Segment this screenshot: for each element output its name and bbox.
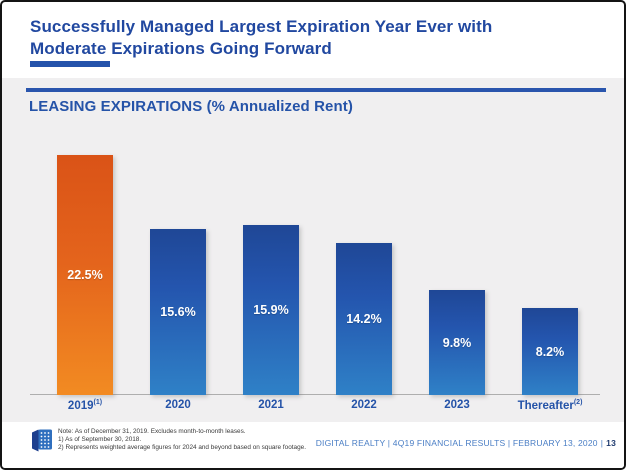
section-title: LEASING EXPIRATIONS (% Annualized Rent) (29, 98, 353, 115)
bar-thereafter: 8.2% (522, 308, 578, 395)
x-axis-label-superscript: (1) (93, 399, 103, 406)
x-axis-line (30, 394, 600, 395)
bar-value-label: 9.8% (442, 335, 472, 350)
digital-realty-logo-icon (32, 429, 53, 457)
page-title-line2: Moderate Expirations Going Forward (30, 39, 332, 58)
branding-text: DIGITAL REALTY | 4Q19 FINANCIAL RESULTS … (315, 438, 598, 448)
bar-value-label: 15.6% (160, 305, 196, 319)
page-title: Successfully Managed Largest Expiration … (30, 16, 590, 60)
x-axis-label-2022: 2022 (351, 399, 377, 411)
bar-value-label: 15.9% (253, 303, 289, 317)
x-axis-label-2019: 2019(1) (67, 399, 103, 412)
bar-value-label: 22.5% (67, 268, 103, 282)
page-title-line1: Successfully Managed Largest Expiration … (30, 17, 493, 36)
footnote-line: 2) Represents weighted average figures f… (58, 444, 306, 452)
footer: Note: As of December 31, 2019. Excludes … (2, 422, 624, 468)
x-axis-label-2020: 2020 (165, 399, 191, 411)
section-divider-rule (26, 88, 606, 92)
x-axis-label-thereafter: Thereafter(2) (517, 399, 583, 412)
footnotes: Note: As of December 31, 2019. Excludes … (58, 428, 306, 453)
bar-value-label: 14.2% (346, 312, 382, 326)
bar-2020: 15.6% (150, 229, 206, 395)
x-axis-label-2021: 2021 (258, 399, 284, 411)
bar-2023: 9.8% (429, 290, 485, 395)
bar-2022: 14.2% (336, 243, 392, 395)
footnote-line: 1) As of September 30, 2018. (58, 436, 142, 444)
page-number: 13 (606, 438, 616, 448)
bar-2021: 15.9% (243, 225, 299, 395)
footer-branding: DIGITAL REALTY | 4Q19 FINANCIAL RESULTS … (316, 438, 616, 448)
bar-2019: 22.5% (57, 155, 113, 395)
x-axis-label-2023: 2023 (444, 399, 470, 411)
bar-value-label: 8.2% (535, 344, 565, 359)
x-axis-label-superscript: (2) (573, 399, 583, 406)
footnote-line: Note: As of December 31, 2019. Excludes … (58, 428, 246, 435)
title-accent-bar (30, 61, 110, 67)
branding-separator: | (600, 438, 604, 448)
